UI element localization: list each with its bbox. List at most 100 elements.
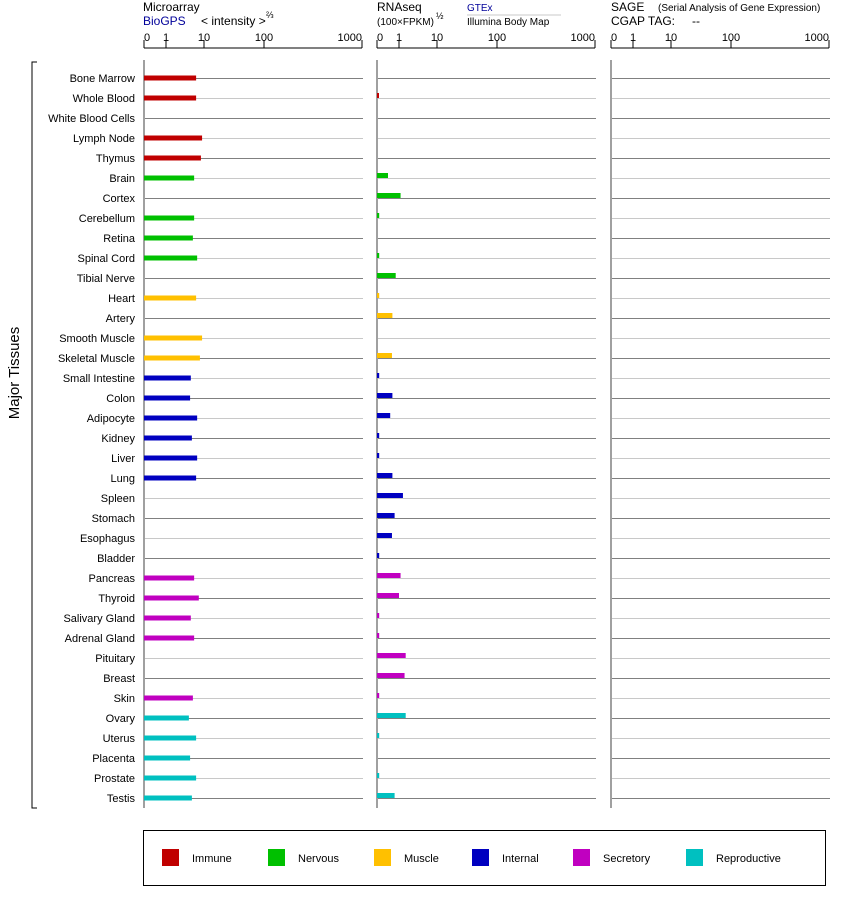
tissue-label: Spleen bbox=[101, 493, 135, 505]
legend-label: Reproductive bbox=[716, 853, 781, 865]
bar-microarray bbox=[144, 375, 191, 381]
bar-microarray bbox=[144, 335, 203, 341]
microarray-title: Microarray bbox=[143, 0, 200, 14]
bar-rnaseq bbox=[377, 513, 395, 518]
bar-microarray bbox=[144, 635, 195, 641]
tissue-label: Bladder bbox=[97, 553, 135, 565]
x-tick-label: 1000 bbox=[571, 32, 595, 44]
x-tick-label: 100 bbox=[255, 32, 273, 44]
sage-title: SAGE bbox=[611, 0, 644, 14]
bar-microarray bbox=[144, 215, 195, 221]
bar-microarray bbox=[144, 795, 192, 801]
x-tick-label: 0 bbox=[144, 32, 150, 44]
tissue-label: Thymus bbox=[96, 153, 136, 165]
bar-rnaseq bbox=[377, 453, 380, 458]
bar-rnaseq bbox=[377, 793, 395, 798]
cgap-tag-value: -- bbox=[692, 14, 700, 28]
tissue-label: Stomach bbox=[92, 513, 135, 525]
legend-swatch-internal bbox=[472, 849, 489, 866]
bar-microarray bbox=[144, 455, 198, 461]
x-tick-label: 1 bbox=[630, 32, 636, 44]
tissue-label: Adrenal Gland bbox=[65, 633, 135, 645]
bar-microarray bbox=[144, 295, 197, 301]
bar-rnaseq bbox=[377, 253, 380, 258]
legend-label: Internal bbox=[502, 853, 539, 865]
bar-microarray bbox=[144, 435, 192, 441]
tissue-label: Testis bbox=[107, 793, 136, 805]
illumina-body-map-link[interactable]: Illumina Body Map bbox=[467, 17, 550, 28]
bar-rnaseq bbox=[377, 713, 406, 718]
x-tick-label: 0 bbox=[377, 32, 383, 44]
rnaseq-unit-exponent: ½ bbox=[436, 11, 444, 21]
bar-microarray bbox=[144, 395, 191, 401]
tissue-label: Retina bbox=[103, 233, 136, 245]
bar-microarray bbox=[144, 615, 191, 621]
tissue-label: Pituitary bbox=[95, 653, 135, 665]
legend-swatch-muscle bbox=[374, 849, 391, 866]
x-tick-label: 10 bbox=[665, 32, 677, 44]
x-tick-label: 10 bbox=[431, 32, 443, 44]
bar-microarray bbox=[144, 175, 195, 181]
tissue-label: Cortex bbox=[103, 193, 136, 205]
tissue-label: Colon bbox=[106, 393, 135, 405]
x-tick-label: 1000 bbox=[805, 32, 829, 44]
tissue-label: Liver bbox=[111, 453, 135, 465]
bar-rnaseq bbox=[377, 213, 380, 218]
biogps-link[interactable]: BioGPS bbox=[143, 14, 186, 28]
bar-rnaseq bbox=[377, 273, 396, 278]
tissue-label: Tibial Nerve bbox=[77, 273, 135, 285]
x-tick-label: 1 bbox=[396, 32, 402, 44]
bar-microarray bbox=[144, 475, 197, 481]
tissue-label: Skin bbox=[114, 693, 135, 705]
bar-rnaseq bbox=[377, 413, 391, 418]
bar-microarray bbox=[144, 415, 198, 421]
x-tick-label: 0 bbox=[611, 32, 617, 44]
bar-rnaseq bbox=[377, 693, 380, 698]
rnaseq-unit: (100×FPKM) bbox=[377, 17, 434, 28]
legend-label: Immune bbox=[192, 853, 232, 865]
bar-rnaseq bbox=[377, 353, 392, 358]
legend-label: Secretory bbox=[603, 853, 651, 865]
x-tick-label: 10 bbox=[198, 32, 210, 44]
tissue-label: Small Intestine bbox=[63, 373, 135, 385]
bar-rnaseq bbox=[377, 393, 393, 398]
rnaseq-title: RNAseq bbox=[377, 0, 422, 14]
tissue-label: Ovary bbox=[106, 713, 136, 725]
bar-microarray bbox=[144, 695, 193, 701]
tissue-label: Pancreas bbox=[89, 573, 136, 585]
tissue-label: Whole Blood bbox=[73, 93, 135, 105]
tissue-label: Cerebellum bbox=[79, 213, 135, 225]
tissue-label: Prostate bbox=[94, 773, 135, 785]
bar-microarray bbox=[144, 235, 193, 241]
tissue-label: Brain bbox=[109, 173, 135, 185]
bar-microarray bbox=[144, 775, 197, 781]
gtex-link[interactable]: GTEx bbox=[467, 3, 493, 14]
bar-microarray bbox=[144, 735, 197, 741]
tissue-label: Thyroid bbox=[98, 593, 135, 605]
tissue-label: Smooth Muscle bbox=[59, 333, 135, 345]
bar-rnaseq bbox=[377, 613, 380, 618]
cgap-tag-label: CGAP TAG: bbox=[611, 14, 675, 28]
sage-subtitle: (Serial Analysis of Gene Expression) bbox=[658, 3, 820, 14]
tissue-label: Adipocyte bbox=[87, 413, 135, 425]
tissue-label: Artery bbox=[106, 313, 136, 325]
x-tick-label: 100 bbox=[722, 32, 740, 44]
tissue-label: Lung bbox=[111, 473, 135, 485]
y-group-label: Major Tissues bbox=[6, 327, 23, 420]
tissue-label: Esophagus bbox=[80, 533, 136, 545]
bar-microarray bbox=[144, 755, 191, 761]
tissue-label: Salivary Gland bbox=[63, 613, 135, 625]
x-tick-label: 1000 bbox=[338, 32, 362, 44]
bar-microarray bbox=[144, 75, 197, 81]
bar-microarray bbox=[144, 575, 195, 581]
bar-rnaseq bbox=[377, 473, 393, 478]
x-tick-label: 100 bbox=[488, 32, 506, 44]
tissue-label: Kidney bbox=[101, 433, 135, 445]
bar-microarray bbox=[144, 95, 197, 101]
microarray-unit-exponent: ⅔ bbox=[266, 10, 274, 20]
bar-rnaseq bbox=[377, 373, 380, 378]
bar-rnaseq bbox=[377, 533, 392, 538]
legend-label: Nervous bbox=[298, 853, 339, 865]
legend-box bbox=[143, 830, 826, 886]
